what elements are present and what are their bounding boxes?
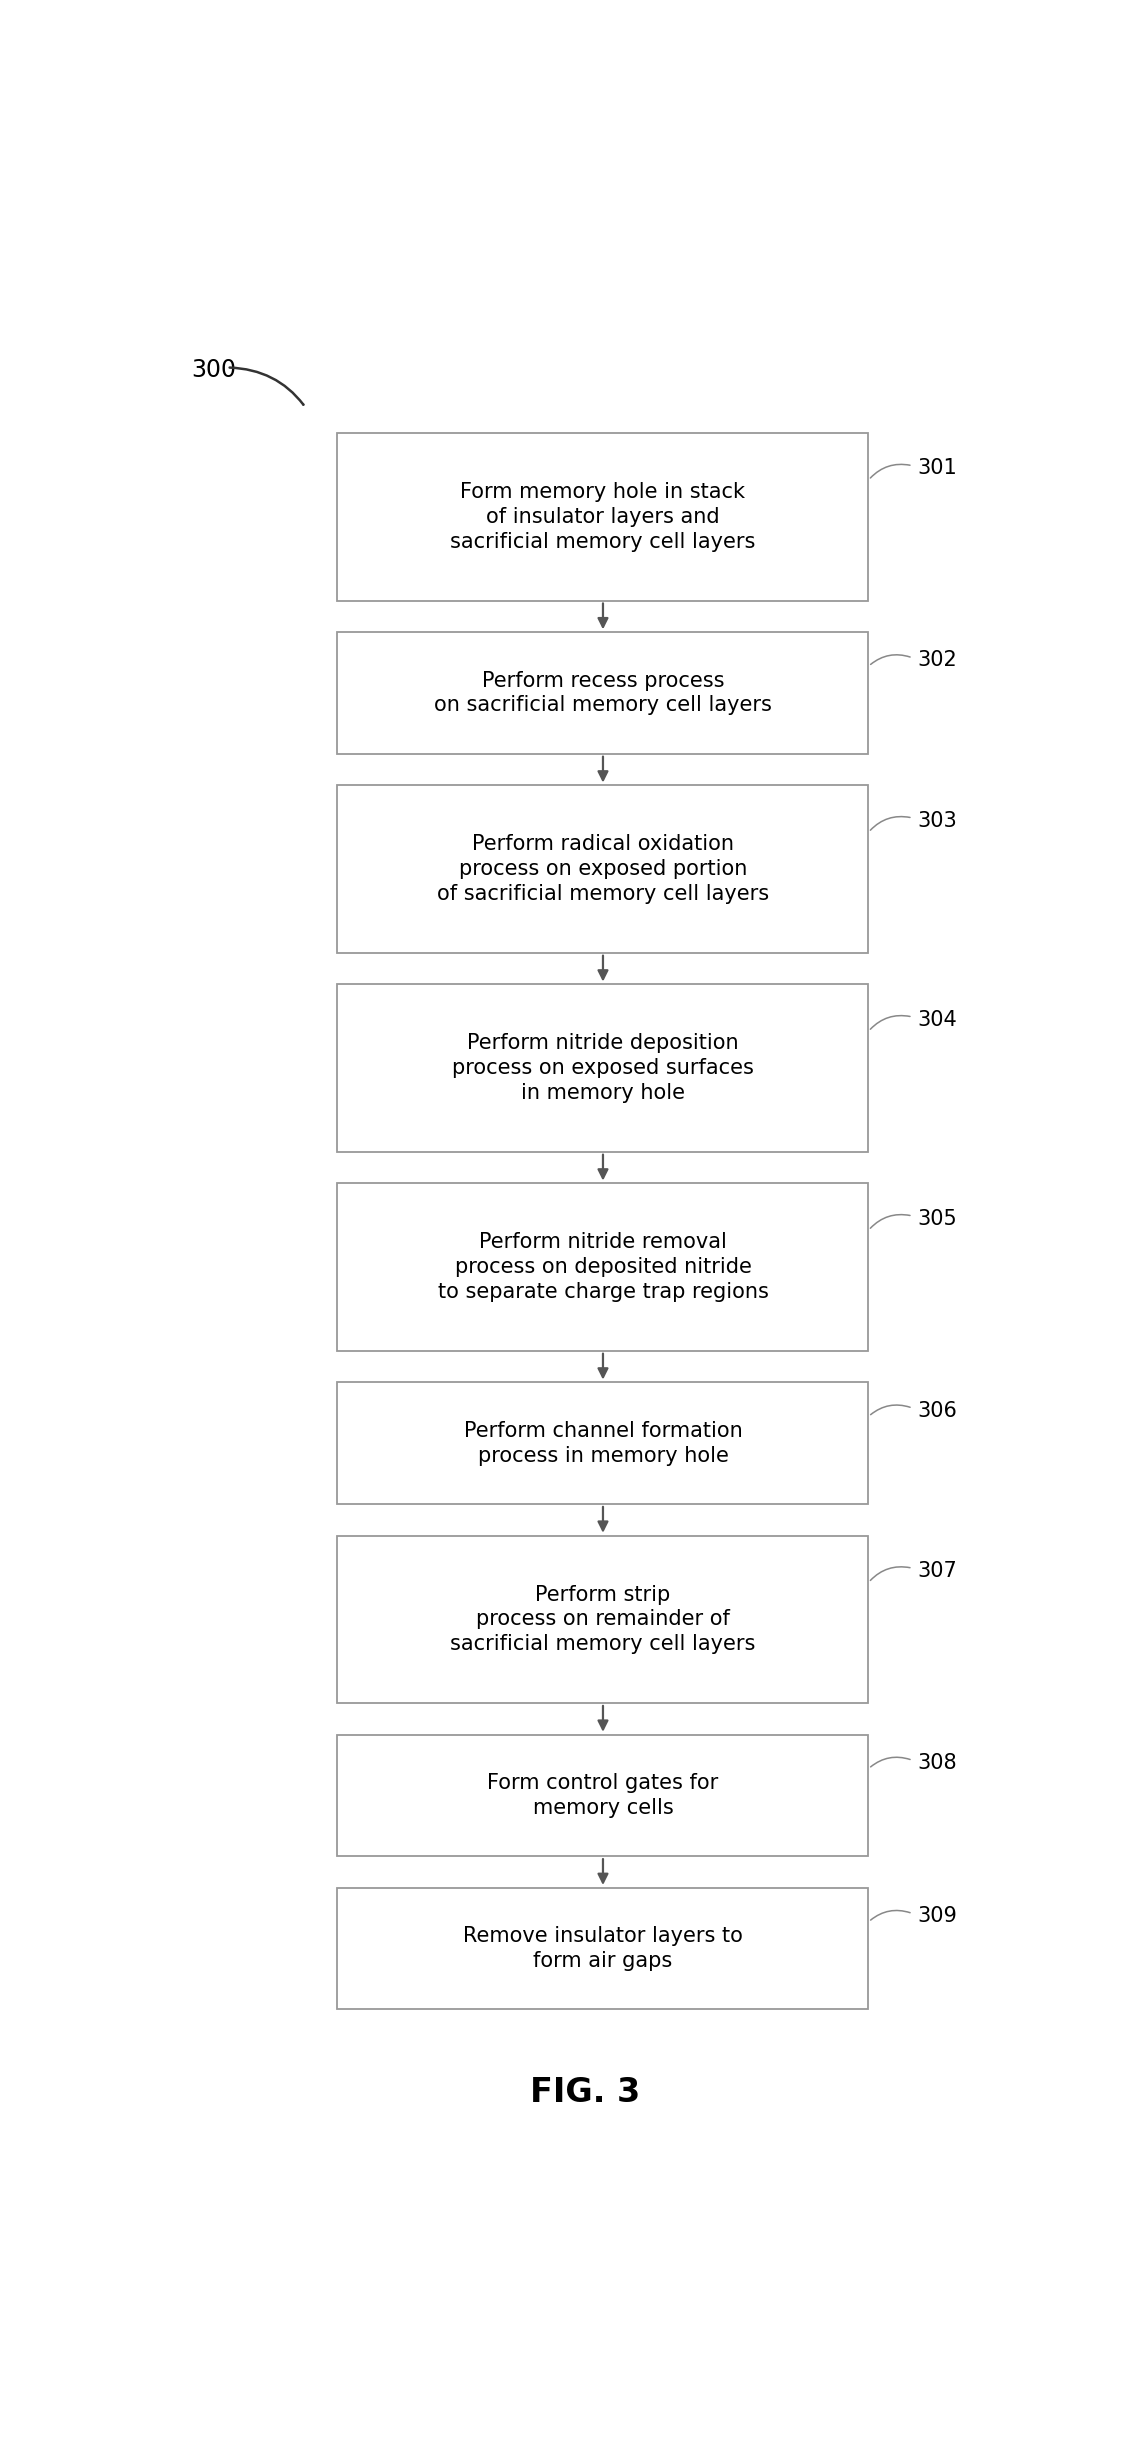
FancyBboxPatch shape (338, 785, 868, 953)
FancyArrowPatch shape (870, 465, 910, 478)
FancyBboxPatch shape (338, 1889, 868, 2011)
Text: 304: 304 (917, 1009, 957, 1028)
Text: 303: 303 (917, 812, 957, 831)
Text: Perform channel formation
process in memory hole: Perform channel formation process in mem… (464, 1421, 742, 1465)
FancyArrowPatch shape (870, 1016, 910, 1028)
Text: 307: 307 (917, 1560, 957, 1582)
FancyBboxPatch shape (338, 434, 868, 600)
FancyArrowPatch shape (230, 368, 304, 405)
Text: Perform recess process
on sacrificial memory cell layers: Perform recess process on sacrificial me… (434, 670, 772, 716)
Text: Form control gates for
memory cells: Form control gates for memory cells (488, 1774, 718, 1818)
FancyArrowPatch shape (870, 1911, 910, 1920)
FancyBboxPatch shape (338, 1535, 868, 1703)
Text: Form memory hole in stack
of insulator layers and
sacrificial memory cell layers: Form memory hole in stack of insulator l… (450, 483, 756, 551)
Text: 301: 301 (917, 458, 957, 478)
Text: 308: 308 (917, 1752, 957, 1772)
Text: Perform nitride removal
process on deposited nitride
to separate charge trap reg: Perform nitride removal process on depos… (437, 1233, 769, 1301)
FancyBboxPatch shape (338, 1735, 868, 1857)
Text: 302: 302 (917, 651, 957, 670)
FancyArrowPatch shape (870, 1214, 910, 1228)
FancyArrowPatch shape (870, 1406, 910, 1413)
FancyBboxPatch shape (338, 1382, 868, 1504)
Text: 309: 309 (917, 1906, 957, 1925)
Text: Perform nitride deposition
process on exposed surfaces
in memory hole: Perform nitride deposition process on ex… (452, 1033, 754, 1104)
FancyArrowPatch shape (870, 816, 910, 831)
Text: Perform radical oxidation
process on exposed portion
of sacrificial memory cell : Perform radical oxidation process on exp… (437, 833, 769, 904)
Text: Perform strip
process on remainder of
sacrificial memory cell layers: Perform strip process on remainder of sa… (450, 1584, 756, 1655)
Text: Remove insulator layers to
form air gaps: Remove insulator layers to form air gaps (463, 1925, 743, 1972)
Text: 306: 306 (917, 1401, 957, 1421)
FancyArrowPatch shape (870, 1567, 910, 1582)
FancyBboxPatch shape (338, 985, 868, 1153)
FancyBboxPatch shape (338, 631, 868, 753)
FancyBboxPatch shape (338, 1184, 868, 1350)
FancyArrowPatch shape (870, 1757, 910, 1767)
Text: 305: 305 (917, 1209, 957, 1228)
Text: FIG. 3: FIG. 3 (530, 2076, 641, 2108)
Text: 300: 300 (192, 358, 236, 383)
FancyArrowPatch shape (870, 656, 910, 665)
